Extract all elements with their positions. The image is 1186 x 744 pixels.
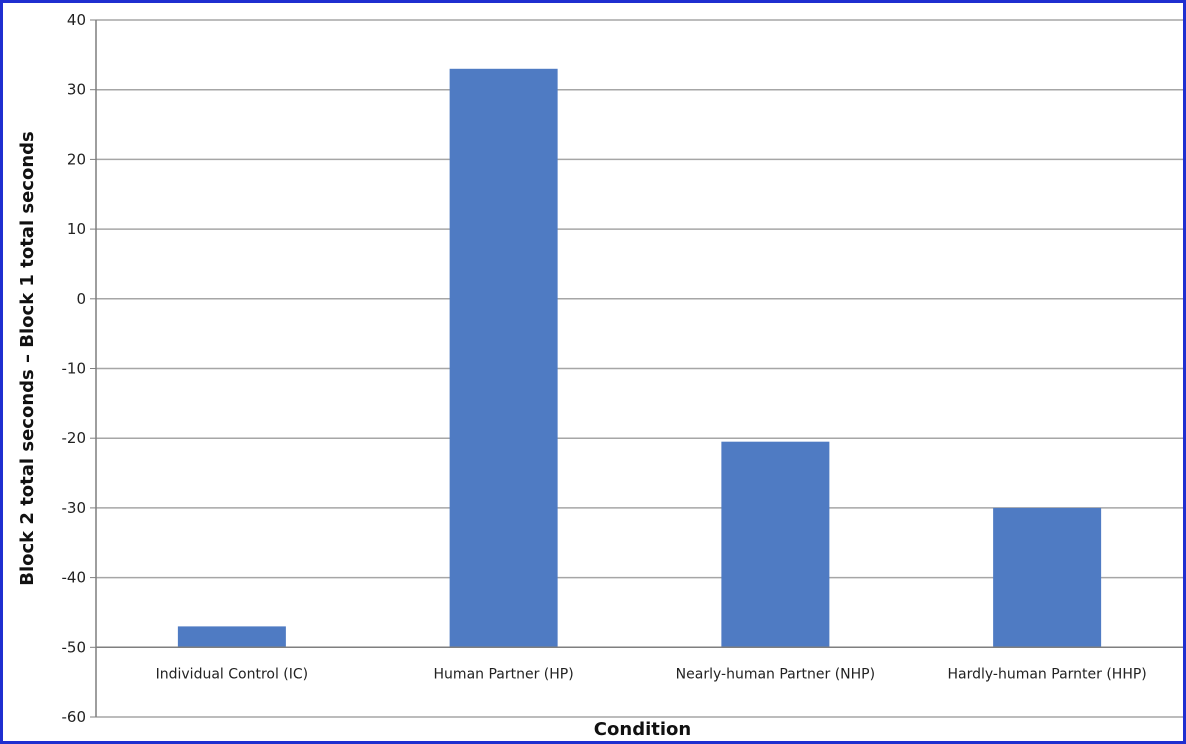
bar-2 [449,68,558,648]
y-tick-label: 10 [67,220,86,238]
y-tick-label: -20 [62,429,87,447]
x-category-label: Nearly-human Partner (NHP) [676,666,875,682]
bar-1 [177,626,286,648]
y-tick-label: -10 [62,360,87,378]
bars [177,68,1102,648]
x-category-labels: Individual Control (IC) Human Partner (HP… [156,666,1147,682]
y-tick-label: 30 [67,81,86,99]
y-tick-label: -30 [62,499,87,517]
y-tick-label: 20 [67,150,86,168]
x-category-label: Hardly-human Parnter (HHP) [947,666,1146,682]
bar-4 [993,507,1102,648]
y-tick-labels: 40 30 20 10 0 -10 -20 -30 -40 -50 -60 [62,11,87,726]
bar-3 [721,441,830,648]
y-axis-title: Block 2 total seconds – Block 1 total se… [17,131,38,586]
y-tick-label: -50 [62,638,87,656]
y-tick-label: -40 [62,569,87,587]
bar-chart: 40 30 20 10 0 -10 -20 -30 -40 -50 -60 Individual C… [17,11,1183,740]
axes [90,19,1183,718]
y-tick-label: 0 [76,290,86,308]
y-tick-label: -60 [62,708,87,726]
x-category-label: Human Partner (HP) [434,666,574,682]
x-category-label: Individual Control (IC) [156,666,309,682]
y-tick-label: 40 [67,11,86,29]
x-axis-title: Condition [594,719,691,740]
